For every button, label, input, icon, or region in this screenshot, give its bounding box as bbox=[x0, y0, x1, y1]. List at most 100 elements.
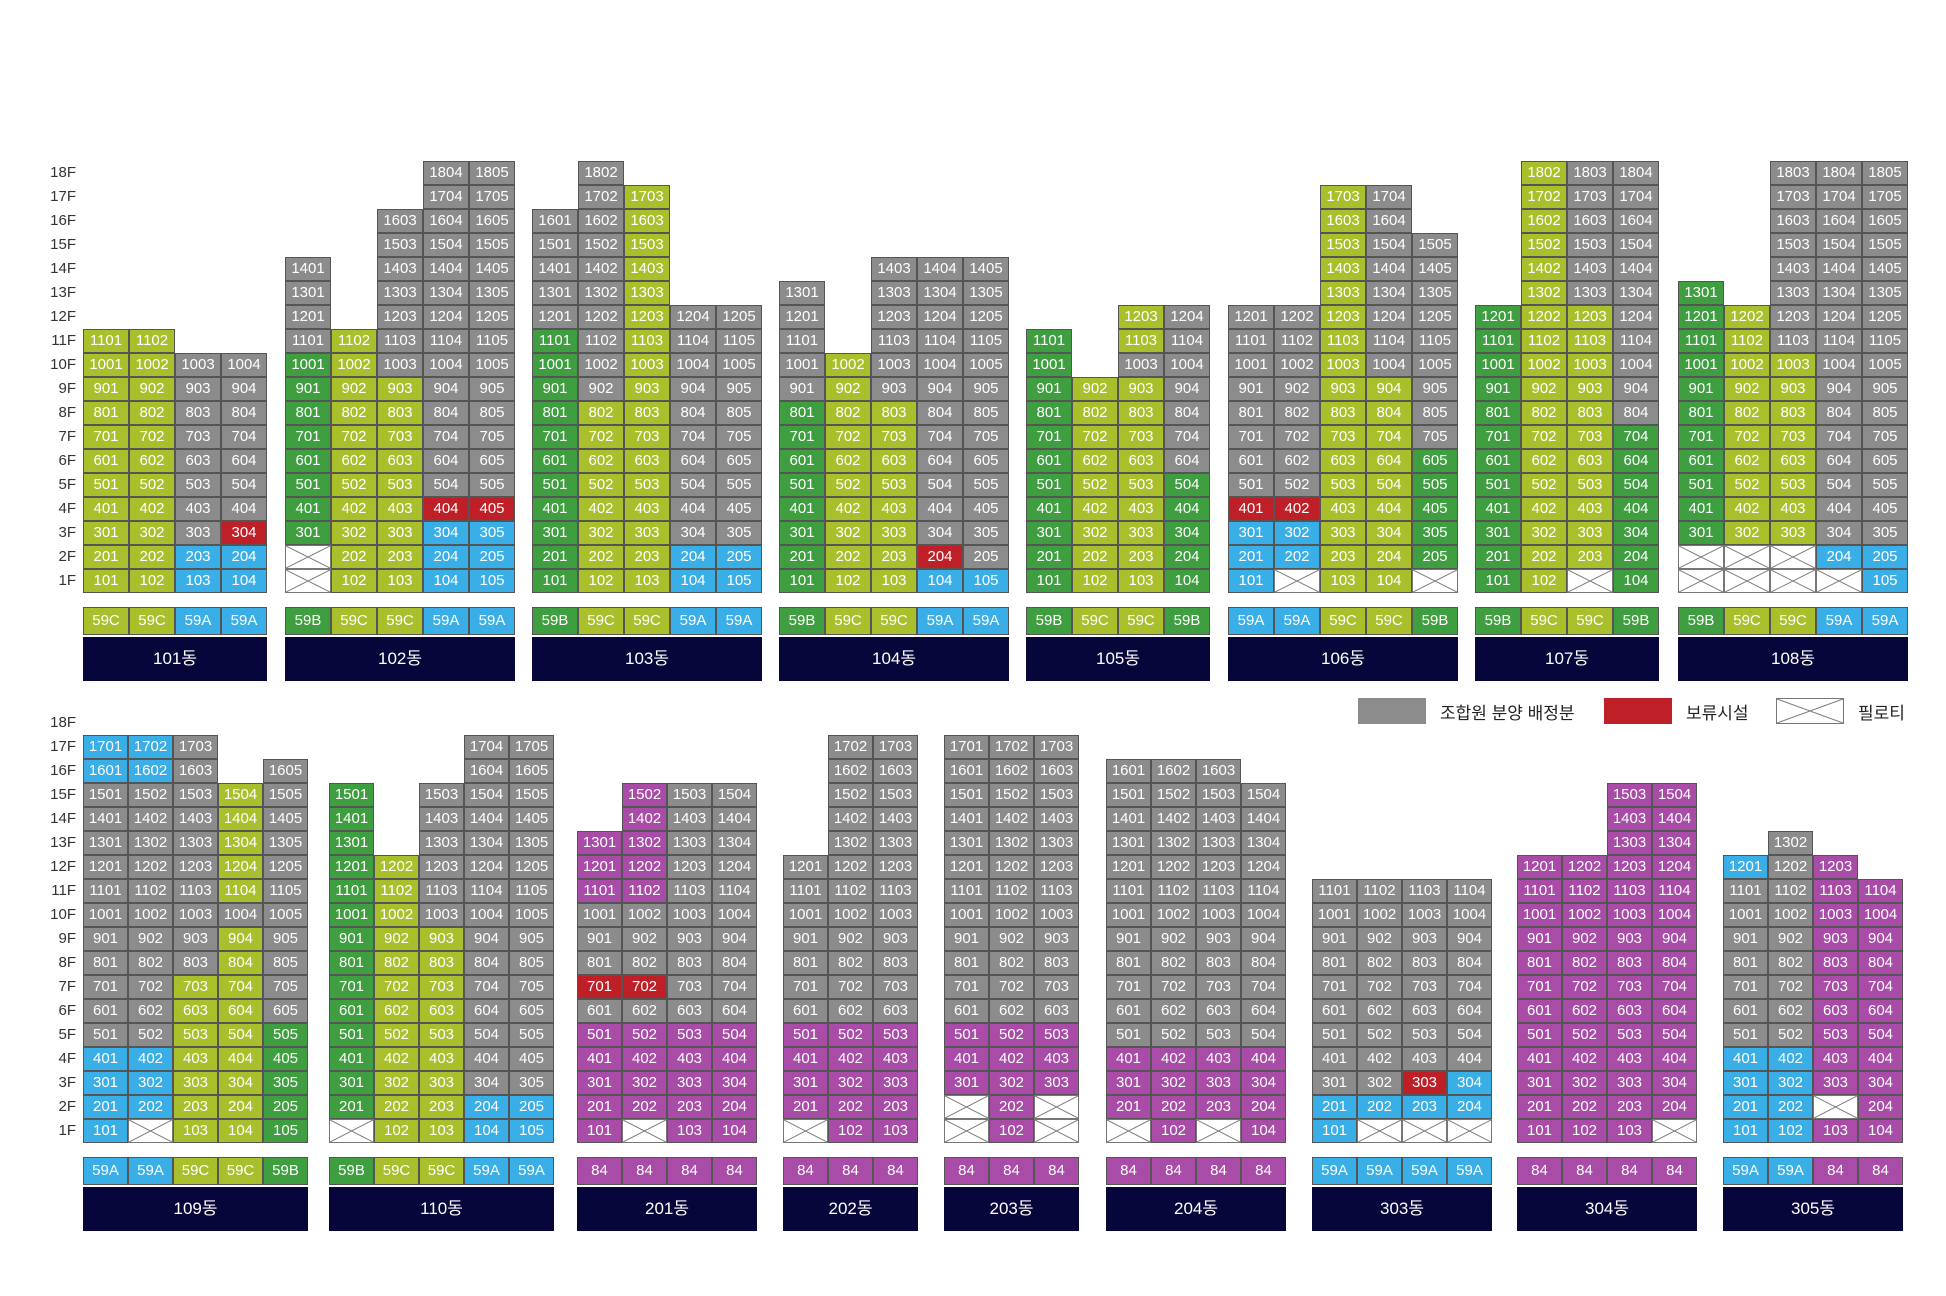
unit-type-cell: 59A bbox=[716, 607, 762, 635]
unit-cell: 503 bbox=[1118, 473, 1164, 497]
unit-cell: 705 bbox=[1412, 425, 1458, 449]
unit-cell: 1504 bbox=[1816, 233, 1862, 257]
unit-cell: 904 bbox=[1652, 927, 1697, 951]
unit-cell: 604 bbox=[1164, 449, 1210, 473]
unit-cell: 703 bbox=[1770, 425, 1816, 449]
unit-cell: 203 bbox=[873, 1095, 918, 1119]
pilotis-cell bbox=[1678, 569, 1724, 593]
unit-cell: 104 bbox=[1613, 569, 1659, 593]
unit-cell: 1002 bbox=[1151, 903, 1196, 927]
unit-cell: 603 bbox=[1607, 999, 1652, 1023]
unit-cell: 1303 bbox=[873, 831, 918, 855]
floor-label: 14F bbox=[50, 260, 76, 277]
unit-cell: 202 bbox=[622, 1095, 667, 1119]
unit-cell: 501 bbox=[1106, 1023, 1151, 1047]
unit-cell: 104 bbox=[1366, 569, 1412, 593]
unit-cell: 705 bbox=[509, 975, 554, 999]
unit-cell: 1805 bbox=[1862, 161, 1908, 185]
unit-cell: 402 bbox=[1357, 1047, 1402, 1071]
unit-cell: 1304 bbox=[1652, 831, 1697, 855]
unit-cell: 801 bbox=[1312, 951, 1357, 975]
unit-cell: 604 bbox=[1858, 999, 1903, 1023]
unit-cell: 901 bbox=[783, 927, 828, 951]
unit-cell: 701 bbox=[532, 425, 578, 449]
unit-cell: 204 bbox=[1816, 545, 1862, 569]
unit-cell: 1202 bbox=[1521, 305, 1567, 329]
unit-cell: 1003 bbox=[871, 353, 917, 377]
unit-cell: 305 bbox=[1412, 521, 1458, 545]
unit-cell: 404 bbox=[221, 497, 267, 521]
unit-type-cell: 59C bbox=[1366, 607, 1412, 635]
unit-cell: 204 bbox=[1858, 1095, 1903, 1119]
pilotis-cell bbox=[1447, 1119, 1492, 1143]
unit-cell: 101 bbox=[532, 569, 578, 593]
unit-cell: 602 bbox=[1521, 449, 1567, 473]
unit-cell: 1405 bbox=[1862, 257, 1908, 281]
unit-cell: 904 bbox=[423, 377, 469, 401]
unit-type-cell: 59A bbox=[221, 607, 267, 635]
unit-cell: 603 bbox=[1770, 449, 1816, 473]
unit-cell: 902 bbox=[578, 377, 624, 401]
unit-cell: 305 bbox=[1862, 521, 1908, 545]
legend-swatch-pilotis bbox=[1776, 698, 1844, 724]
unit-cell: 401 bbox=[783, 1047, 828, 1071]
unit-cell: 802 bbox=[622, 951, 667, 975]
unit-cell: 304 bbox=[464, 1071, 509, 1095]
unit-cell: 103 bbox=[1607, 1119, 1652, 1143]
unit-cell: 1202 bbox=[622, 855, 667, 879]
unit-cell: 504 bbox=[218, 1023, 263, 1047]
unit-cell: 403 bbox=[1196, 1047, 1241, 1071]
unit-cell: 1001 bbox=[1312, 903, 1357, 927]
unit-cell: 503 bbox=[624, 473, 670, 497]
legend-label: 필로티 bbox=[1858, 703, 1905, 723]
legend-item-pilotis: 필로티 bbox=[1776, 698, 1905, 724]
unit-cell: 801 bbox=[1106, 951, 1151, 975]
unit-cell: 604 bbox=[423, 449, 469, 473]
unit-cell: 705 bbox=[1862, 425, 1908, 449]
unit-cell: 602 bbox=[128, 999, 173, 1023]
unit-cell: 802 bbox=[1562, 951, 1607, 975]
unit-cell: 1101 bbox=[329, 879, 374, 903]
unit-cell: 405 bbox=[469, 497, 515, 521]
unit-cell: 504 bbox=[464, 1023, 509, 1047]
unit-cell: 1503 bbox=[624, 233, 670, 257]
unit-cell: 503 bbox=[175, 473, 221, 497]
unit-cell: 304 bbox=[423, 521, 469, 545]
unit-type-cell: 84 bbox=[1652, 1157, 1697, 1185]
unit-cell: 704 bbox=[1858, 975, 1903, 999]
building-name: 109동 bbox=[83, 1187, 308, 1231]
unit-cell: 803 bbox=[1607, 951, 1652, 975]
unit-cell: 502 bbox=[989, 1023, 1034, 1047]
unit-cell: 501 bbox=[783, 1023, 828, 1047]
unit-cell: 305 bbox=[716, 521, 762, 545]
unit-cell: 1002 bbox=[128, 903, 173, 927]
unit-cell: 804 bbox=[1366, 401, 1412, 425]
unit-cell: 401 bbox=[1312, 1047, 1357, 1071]
unit-cell: 1304 bbox=[917, 281, 963, 305]
unit-cell: 1103 bbox=[1402, 879, 1447, 903]
unit-cell: 1403 bbox=[1196, 807, 1241, 831]
unit-cell: 203 bbox=[1607, 1095, 1652, 1119]
unit-cell: 205 bbox=[716, 545, 762, 569]
unit-cell: 1602 bbox=[578, 209, 624, 233]
unit-cell: 1604 bbox=[1613, 209, 1659, 233]
pilotis-cell bbox=[329, 1119, 374, 1143]
unit-cell: 305 bbox=[963, 521, 1009, 545]
unit-cell: 903 bbox=[871, 377, 917, 401]
unit-cell: 801 bbox=[1026, 401, 1072, 425]
pilotis-cell bbox=[944, 1119, 989, 1143]
floor-label: 12F bbox=[50, 858, 76, 875]
unit-cell: 202 bbox=[1768, 1095, 1813, 1119]
unit-cell: 1003 bbox=[1567, 353, 1613, 377]
unit-cell: 903 bbox=[1118, 377, 1164, 401]
unit-cell: 203 bbox=[624, 545, 670, 569]
unit-cell: 304 bbox=[1241, 1071, 1286, 1095]
unit-cell: 1601 bbox=[1106, 759, 1151, 783]
unit-cell: 1004 bbox=[1447, 903, 1492, 927]
unit-cell: 1401 bbox=[329, 807, 374, 831]
unit-cell: 1002 bbox=[622, 903, 667, 927]
unit-cell: 1601 bbox=[83, 759, 128, 783]
unit-cell: 301 bbox=[285, 521, 331, 545]
unit-cell: 1005 bbox=[263, 903, 308, 927]
unit-cell: 103 bbox=[419, 1119, 464, 1143]
